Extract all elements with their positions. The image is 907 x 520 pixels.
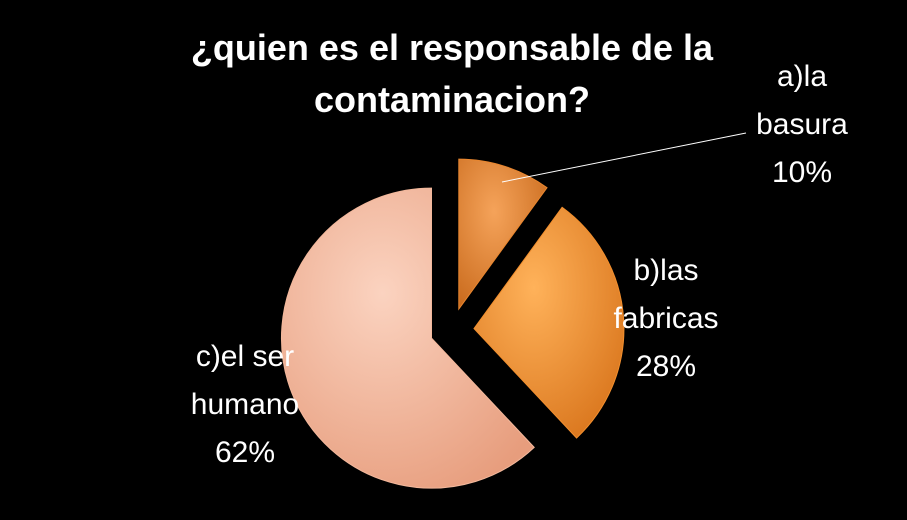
- label-slice-a-line-1: a)la: [777, 60, 827, 93]
- leader-line-slice-a: [501, 132, 747, 183]
- pie-slice-b: [473, 206, 625, 439]
- label-slice-b-line-2: fabricas: [613, 302, 718, 335]
- data-label-slice-a: a)la basura 10%: [756, 60, 848, 189]
- label-slice-b-line-3: 28%: [636, 350, 696, 383]
- chart-title: ¿quien es el responsable de la contamina…: [191, 27, 714, 120]
- data-label-slice-b: b)las fabricas 28%: [613, 254, 718, 383]
- pie-slices: [281, 158, 625, 489]
- label-slice-b-line-1: b)las: [633, 254, 698, 287]
- chart-title-line-1: ¿quien es el responsable de la: [191, 27, 714, 68]
- label-slice-a-line-3: 10%: [772, 156, 832, 189]
- pie-slice-c: [281, 187, 535, 489]
- data-label-slice-c: c)el ser humano 62%: [191, 340, 299, 469]
- label-slice-c-line-3: 62%: [215, 436, 275, 469]
- pie-slice-a: [458, 158, 548, 311]
- chart-title-line-2: contaminacion?: [314, 79, 590, 120]
- label-slice-c-line-2: humano: [191, 388, 299, 421]
- label-slice-a-line-2: basura: [756, 108, 848, 141]
- label-slice-c-line-1: c)el ser: [196, 340, 294, 373]
